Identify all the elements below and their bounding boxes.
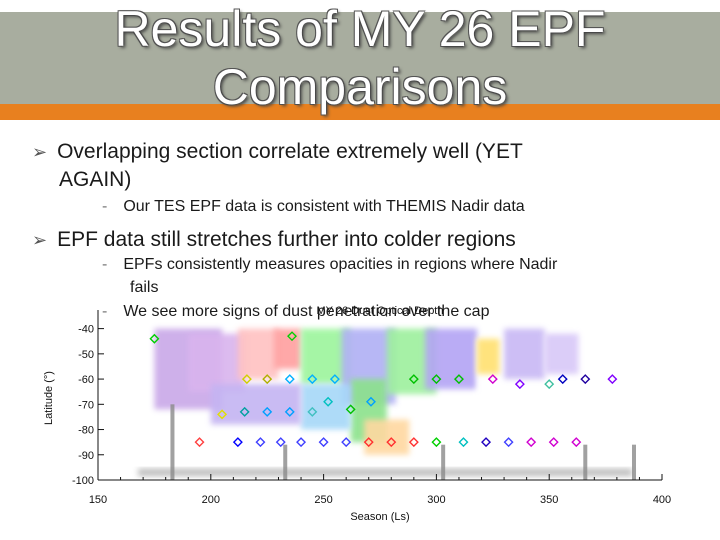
data-point: [487, 374, 498, 385]
bullet-2: ➢ EPF data still stretches further into c…: [32, 228, 516, 252]
data-point: [503, 437, 514, 448]
data-patch: [273, 328, 302, 369]
shaded-bar: [441, 444, 446, 480]
x-tick-label: 350: [540, 494, 558, 506]
y-tick-label: -60: [78, 374, 94, 386]
x-tick-label: 300: [427, 494, 445, 506]
arrow-bullet-icon: ➢: [32, 142, 48, 162]
data-point: [408, 374, 419, 385]
data-point: [296, 437, 307, 448]
data-point: [307, 406, 318, 417]
data-patch: [477, 338, 500, 375]
data-patch: [425, 328, 478, 390]
bullet-2-sub-1-text: EPFs consistently measures opacities in …: [123, 256, 558, 273]
data-point: [345, 404, 356, 415]
data-point: [329, 374, 340, 385]
data-point: [408, 437, 419, 448]
y-tick-label: -50: [78, 349, 94, 361]
data-point: [514, 379, 525, 390]
data-point: [255, 437, 266, 448]
x-tick-label: 200: [202, 494, 220, 506]
data-point: [194, 437, 205, 448]
x-tick-label: 150: [89, 494, 107, 506]
data-patch: [364, 419, 410, 455]
bullet-1-sub-1-text: Our TES EPF data is consistent with THEM…: [123, 198, 525, 215]
data-point: [284, 374, 295, 385]
y-tick-label: -80: [78, 425, 94, 437]
title-bar: [0, 12, 720, 106]
data-point: [307, 374, 318, 385]
data-point: [287, 331, 298, 342]
y-tick-label: -40: [78, 324, 94, 336]
bullet-2-sub-2-text: We see more signs of dust penetration ov…: [123, 303, 490, 320]
y-tick-label: -100: [72, 475, 94, 487]
data-point: [149, 333, 160, 344]
ground-band: [138, 468, 632, 477]
data-patch: [237, 328, 279, 380]
bullet-2-sub-1: - EPFs consistently measures opacities in…: [102, 256, 557, 274]
data-point: [580, 374, 591, 385]
bullet-2-text: EPF data still stretches further into co…: [57, 228, 516, 251]
data-point: [341, 437, 352, 448]
data-point: [557, 374, 568, 385]
data-patch: [188, 333, 245, 392]
bullet-2-sub-1-cont: fails: [130, 279, 158, 297]
shaded-bar: [170, 404, 175, 480]
data-point: [458, 437, 469, 448]
slide-title-line2: Comparisons: [212, 59, 508, 115]
dash-icon: -: [102, 256, 108, 273]
data-patch: [544, 333, 579, 375]
shaded-bar: [583, 444, 588, 480]
data-point: [526, 437, 537, 448]
slide-title: Results of MY 26 EPF Comparisons: [0, 0, 720, 116]
data-point: [386, 437, 397, 448]
data-point: [217, 409, 228, 420]
bullet-1-sub-1: - Our TES EPF data is consistent with THE…: [102, 198, 525, 216]
y-axis-label: Latitude (°): [43, 371, 55, 425]
bullet-1: ➢ Overlapping section correlate extremely…: [32, 140, 523, 164]
bullet-1-text-cont: AGAIN): [59, 168, 132, 191]
bullet-2-sub-1-text-cont: fails: [130, 279, 159, 296]
data-point: [453, 374, 464, 385]
data-point: [431, 437, 442, 448]
data-point: [365, 396, 376, 407]
data-point: [548, 437, 559, 448]
data-point: [323, 396, 334, 407]
y-tick-label: -90: [78, 450, 94, 462]
dash-icon: -: [102, 303, 108, 320]
shaded-bar: [632, 444, 636, 480]
data-point: [241, 374, 252, 385]
data-point: [275, 437, 286, 448]
x-tick-label: 400: [653, 494, 671, 506]
dash-icon: -: [102, 198, 108, 215]
data-point: [607, 374, 618, 385]
data-point: [284, 406, 295, 417]
data-point: [363, 437, 374, 448]
data-patch: [210, 384, 302, 425]
arrow-bullet-icon: ➢: [32, 230, 48, 250]
data-point: [318, 437, 329, 448]
data-point: [481, 437, 492, 448]
x-axis-label: Season (Ls): [350, 511, 409, 523]
dust-optical-depth-chart: 150 200 250 300 350 400 -40 -50 -60 -70 -80 -90 -100…: [43, 305, 671, 523]
data-point: [262, 406, 273, 417]
bullet-2-sub-2: - We see more signs of dust penetration o…: [102, 303, 489, 321]
data-point: [239, 406, 250, 417]
data-patch: [301, 384, 351, 430]
data-point: [431, 374, 442, 385]
bullet-1-cont: AGAIN): [59, 168, 131, 192]
x-tick-label: 250: [314, 494, 332, 506]
data-point: [262, 374, 273, 385]
data-patch: [504, 328, 545, 380]
y-tick-label: -70: [78, 399, 94, 411]
data-point: [571, 437, 582, 448]
slide-title-line1: Results of MY 26 EPF: [114, 1, 606, 57]
bullet-1-text: Overlapping section correlate extremely …: [57, 140, 523, 163]
shaded-bar: [283, 444, 288, 480]
title-accent-bar: [0, 104, 720, 120]
data-point: [232, 437, 243, 448]
data-point: [544, 379, 555, 390]
chart-title: MY 26 Dust Optical Depth: [317, 305, 444, 317]
